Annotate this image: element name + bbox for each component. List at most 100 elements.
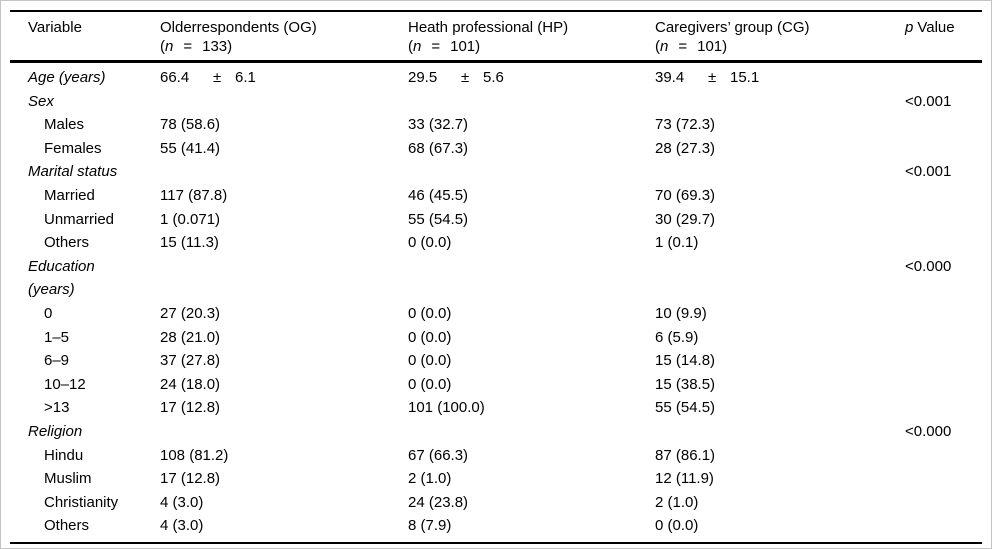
cell-cg xyxy=(655,255,905,302)
cell-hp: 67 (66.3) xyxy=(408,446,469,464)
cell-hp xyxy=(408,160,655,184)
sd-value: 15.1 xyxy=(730,69,760,86)
cell-hp: 0 (0.0) xyxy=(408,234,452,252)
table-row-group: Marital status <0.001 xyxy=(10,160,982,184)
table-row-item: 0 27 (20.3) 0 (0.0) 10 (9.9) xyxy=(10,302,982,326)
row-label: >13 xyxy=(44,399,70,417)
table-row-item: 6–9 37 (27.8) 0 (0.0) 15 (14.8) xyxy=(10,349,982,373)
col-header-cg-n: (n = 101) xyxy=(655,37,905,56)
cell-cg: 28 (27.3) xyxy=(655,139,716,157)
col-header-cg: Caregivers’ group (CG) (n = 101) xyxy=(655,11,905,63)
cell-og: 1 (0.071) xyxy=(160,210,221,228)
table-row-item: 10–12 24 (18.0) 0 (0.0) 15 (38.5) xyxy=(10,373,982,397)
col-header-variable: Variable xyxy=(10,11,160,63)
row-label: 10–12 xyxy=(44,375,86,393)
cell-cg xyxy=(655,160,905,184)
table-row-group: Sex <0.001 xyxy=(10,90,982,114)
cell-cg: 30 (29.7) xyxy=(655,210,716,228)
paren-open: ( xyxy=(655,38,660,55)
n-value: 101 xyxy=(450,38,476,55)
p-value-label: Value xyxy=(917,19,955,36)
cell-cg: 70 (69.3) xyxy=(655,186,716,204)
sd-value: 5.6 xyxy=(483,69,504,86)
table-row-item: Females 55 (41.4) 68 (67.3) 28 (27.3) xyxy=(10,137,982,161)
cell-p-value xyxy=(905,467,982,491)
mean-value: 29.5 xyxy=(408,69,438,86)
cell-p-value xyxy=(905,113,982,137)
col-header-og: Olderrespondents (OG) (n = 133) xyxy=(160,11,408,63)
n-symbol: n xyxy=(660,38,669,55)
cell-p-value xyxy=(905,491,982,515)
cell-og xyxy=(160,255,408,302)
cell-og: 15 (11.3) xyxy=(160,234,219,252)
table-row-item: Others 4 (3.0) 8 (7.9) 0 (0.0) xyxy=(10,514,982,543)
cell-cg xyxy=(655,420,905,444)
sd-value: 6.1 xyxy=(235,69,256,86)
cell-cg: 87 (86.1) xyxy=(655,446,716,464)
cell-hp: 29.5 ±5.6 xyxy=(408,62,655,90)
cell-og: 17 (12.8) xyxy=(160,470,221,488)
table-row-group: Religion <0.000 xyxy=(10,420,982,444)
row-label: Education (years) xyxy=(28,257,95,299)
cell-og: 17 (12.8) xyxy=(160,399,221,417)
cell-cg: 15 (14.8) xyxy=(655,352,716,370)
col-header-hp-n: (n = 101) xyxy=(408,37,655,56)
n-symbol: n xyxy=(413,38,422,55)
cell-p-value xyxy=(905,184,982,208)
row-label: Christianity xyxy=(44,493,119,511)
cell-og: 66.4 ±6.1 xyxy=(160,62,408,90)
cell-og: 28 (21.0) xyxy=(160,328,221,346)
row-label: Marital status xyxy=(28,163,118,181)
cell-cg: 0 (0.0) xyxy=(655,517,699,535)
cell-cg: 2 (1.0) xyxy=(655,493,699,511)
cell-cg: 10 (9.9) xyxy=(655,304,707,322)
col-header-variable-label: Variable xyxy=(28,19,82,36)
cell-p-value xyxy=(905,137,982,161)
cell-p-value: <0.000 xyxy=(905,422,952,440)
col-header-hp: Heath professional (HP) (n = 101) xyxy=(408,11,655,63)
plus-minus-sign: ± xyxy=(213,69,222,86)
cell-cg: 55 (54.5) xyxy=(655,399,716,417)
cell-og: 37 (27.8) xyxy=(160,352,221,370)
equals-sign: = xyxy=(678,38,688,55)
row-label: Others xyxy=(44,517,90,535)
cell-hp xyxy=(408,255,655,302)
mean-value: 66.4 xyxy=(160,69,190,86)
row-label: 1–5 xyxy=(44,328,70,346)
cell-p-value xyxy=(905,62,982,90)
equals-sign: = xyxy=(183,38,193,55)
paren-close: ) xyxy=(227,38,233,55)
cell-og: 24 (18.0) xyxy=(160,375,221,393)
cell-p-value xyxy=(905,396,982,420)
cell-cg: 15 (38.5) xyxy=(655,375,716,393)
col-header-hp-label: Heath professional (HP) xyxy=(408,19,569,36)
cell-p-value xyxy=(905,373,982,397)
cell-hp xyxy=(408,90,655,114)
cell-hp: 68 (67.3) xyxy=(408,139,469,157)
paren-open: ( xyxy=(408,38,413,55)
n-symbol: n xyxy=(165,38,174,55)
table-row-item: >13 17 (12.8) 101 (100.0) 55 (54.5) xyxy=(10,396,982,420)
cell-hp: 0 (0.0) xyxy=(408,352,452,370)
row-label: Sex xyxy=(28,92,54,110)
p-symbol: p xyxy=(905,19,914,36)
cell-hp: 24 (23.8) xyxy=(408,493,469,511)
cell-hp: 55 (54.5) xyxy=(408,210,469,228)
row-label: Age (years) xyxy=(28,69,106,86)
row-label: Females xyxy=(44,139,102,157)
mean-value: 39.4 xyxy=(655,69,685,86)
cell-p-value xyxy=(905,444,982,468)
cell-hp: 2 (1.0) xyxy=(408,470,452,488)
cell-hp: 101 (100.0) xyxy=(408,399,485,417)
cell-p-value xyxy=(905,349,982,373)
row-label: Hindu xyxy=(44,446,84,464)
cell-p-value xyxy=(905,302,982,326)
cell-cg: 73 (72.3) xyxy=(655,116,716,134)
row-label: Married xyxy=(44,186,95,204)
cell-og: 117 (87.8) xyxy=(160,186,228,204)
cell-og: 55 (41.4) xyxy=(160,139,221,157)
row-label: Others xyxy=(44,234,90,252)
cell-p-value xyxy=(905,208,982,232)
plus-minus-sign: ± xyxy=(708,69,717,86)
table-row-item: Married 117 (87.8) 46 (45.5) 70 (69.3) xyxy=(10,184,982,208)
